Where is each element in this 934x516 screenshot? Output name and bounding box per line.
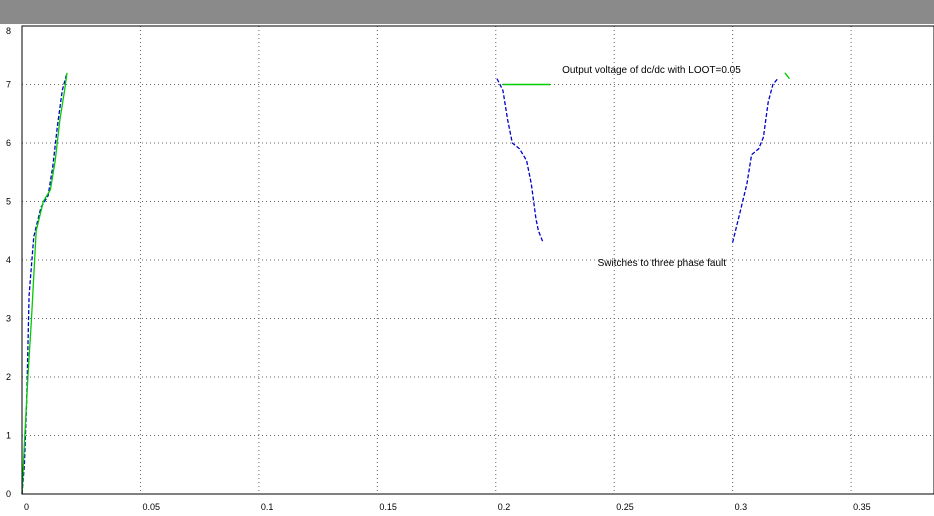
y-tick-label: 4 <box>6 255 11 265</box>
x-tick-label: 0.15 <box>379 502 397 512</box>
x-tick-label: 0.2 <box>498 502 511 512</box>
x-tick-label: 0.05 <box>142 502 160 512</box>
y-tick-label: 8 <box>6 26 11 36</box>
x-tick-label: 0.3 <box>735 502 748 512</box>
annotation-fault: Switches to three phase fault <box>598 258 727 269</box>
dashed-series-line <box>496 78 544 243</box>
solid-series-line <box>21 72 68 495</box>
y-tick-label: 5 <box>6 197 11 207</box>
plot-background <box>0 24 934 516</box>
x-tick-label: 0.35 <box>853 502 871 512</box>
dashed-series-line <box>731 78 779 243</box>
window-titlebar <box>0 0 934 24</box>
x-tick-label: 0.1 <box>261 502 274 512</box>
x-tick-label: 0 <box>24 502 29 512</box>
grid-lines <box>22 26 934 494</box>
annotations: Output voltage of dc/dc with LOOT=0.05 S… <box>502 65 741 269</box>
line-chart: Output voltage of dc/dc with LOOT=0.05 S… <box>0 24 934 516</box>
axes-box <box>21 25 934 495</box>
y-tick-label: 3 <box>6 314 11 324</box>
y-tick-label: 7 <box>6 80 11 90</box>
y-tick-label: 0 <box>6 489 11 499</box>
plot-area: Output voltage of dc/dc with LOOT=0.05 S… <box>0 24 934 516</box>
series-lines <box>21 72 791 495</box>
y-tick-label: 6 <box>6 138 11 148</box>
annotation-output-voltage: Output voltage of dc/dc with LOOT=0.05 <box>562 65 741 76</box>
y-tick-label: 1 <box>6 431 11 441</box>
y-tick-label: 2 <box>6 372 11 382</box>
solid-series-line <box>784 72 791 80</box>
tick-labels: 0 0.05 0.1 0.15 0.2 0.25 0.3 0.35 0 1 2 3 4 5 6 7 8 <box>6 26 871 512</box>
x-tick-label: 0.25 <box>616 502 634 512</box>
